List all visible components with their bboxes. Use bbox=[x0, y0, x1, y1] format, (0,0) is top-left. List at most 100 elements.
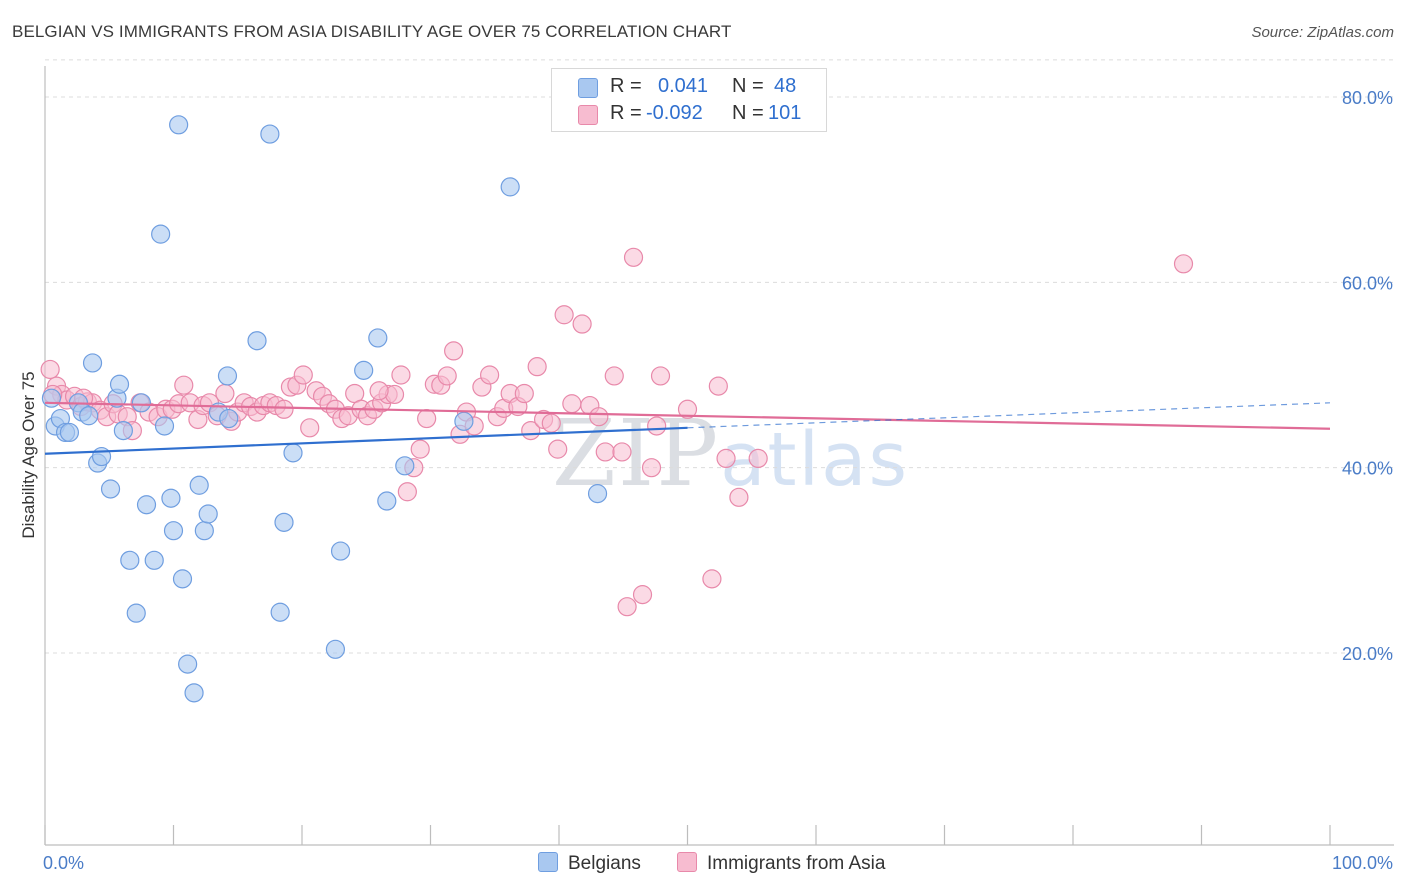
legend-r-value: -0.092 bbox=[646, 102, 703, 124]
asia-point bbox=[702, 569, 722, 589]
belgian-point bbox=[144, 550, 164, 570]
belgian-point bbox=[500, 177, 520, 197]
axes bbox=[44, 66, 1394, 846]
asia-point bbox=[300, 418, 320, 438]
asia-point bbox=[650, 366, 671, 386]
asia-point bbox=[215, 383, 235, 404]
asia-point bbox=[595, 442, 615, 462]
asia-point bbox=[748, 448, 768, 468]
asia-point bbox=[274, 399, 294, 419]
belgian-point bbox=[172, 569, 193, 589]
asia-point bbox=[480, 365, 500, 385]
asia-point bbox=[527, 357, 547, 377]
belgian-point bbox=[126, 603, 146, 623]
belgian-point bbox=[100, 479, 121, 499]
asia-point bbox=[174, 375, 194, 395]
belgian-trend-line bbox=[44, 426, 688, 455]
trend-lines bbox=[44, 401, 1331, 455]
asia-point bbox=[437, 366, 457, 386]
belgian-point bbox=[260, 124, 280, 144]
asia-point bbox=[708, 376, 728, 396]
belgians-swatch bbox=[578, 78, 598, 98]
belgian-point bbox=[368, 328, 388, 348]
belgian-trend-extension bbox=[687, 402, 1331, 429]
legend-n-value: 101 bbox=[768, 102, 802, 124]
belgian-point bbox=[184, 683, 204, 703]
belgian-point bbox=[454, 411, 474, 431]
belgian-point bbox=[151, 224, 171, 244]
x-tick-label: 100.0% bbox=[1332, 853, 1393, 873]
belgian-point bbox=[154, 416, 175, 436]
correlation-legend: R = 0.041 N = 48 R = -0.092 N = 101 bbox=[551, 68, 827, 132]
asia-point bbox=[548, 439, 568, 459]
y-tick-label: 60.0% bbox=[1342, 273, 1393, 293]
asia-point bbox=[40, 359, 60, 380]
belgian-point bbox=[330, 541, 351, 561]
asia-point bbox=[729, 487, 749, 507]
legend-row-asia: R = -0.092 N = 101 bbox=[552, 100, 826, 128]
belgian-point bbox=[163, 521, 184, 541]
asia-point bbox=[641, 458, 662, 478]
asia-points bbox=[40, 247, 1194, 617]
asia-point bbox=[589, 407, 609, 427]
belgian-point bbox=[41, 388, 62, 408]
y-axis-label: Disability Age Over 75 bbox=[19, 371, 38, 538]
asia-point bbox=[647, 416, 667, 436]
belgian-point bbox=[283, 443, 303, 463]
legend-n-label: N = bbox=[732, 75, 764, 97]
belgian-point bbox=[136, 495, 157, 515]
belgian-points bbox=[41, 115, 608, 703]
legend-item-asia: Immigrants from Asia bbox=[677, 852, 885, 875]
asia-point bbox=[677, 399, 698, 419]
asia-point bbox=[554, 305, 574, 325]
legend-n-value: 48 bbox=[774, 75, 797, 97]
belgian-point bbox=[270, 602, 290, 622]
asia-point bbox=[617, 597, 637, 617]
belgian-point bbox=[377, 491, 397, 511]
asia-swatch bbox=[578, 105, 598, 125]
belgian-point bbox=[247, 331, 267, 351]
belgian-point bbox=[217, 366, 238, 386]
belgian-point bbox=[109, 374, 130, 394]
asia-point bbox=[623, 247, 644, 267]
belgian-point bbox=[325, 639, 346, 659]
asia-point bbox=[369, 381, 389, 401]
belgian-point bbox=[395, 456, 415, 476]
asia-point bbox=[397, 482, 417, 502]
legend-r-label: R = bbox=[610, 102, 642, 124]
asia-point bbox=[391, 365, 411, 385]
legend-r-value: 0.041 bbox=[658, 75, 709, 97]
asia-point bbox=[410, 439, 430, 459]
source-label: Source: ZipAtlas.com bbox=[1251, 24, 1394, 41]
asia-point bbox=[604, 366, 624, 386]
asia-point bbox=[716, 448, 736, 468]
asia-point bbox=[444, 341, 464, 361]
asia-swatch bbox=[677, 852, 697, 872]
belgian-point bbox=[59, 422, 80, 443]
belgian-point bbox=[198, 504, 218, 524]
belgian-point bbox=[354, 360, 374, 380]
belgians-swatch bbox=[538, 852, 558, 872]
asia-point bbox=[541, 413, 561, 433]
y-tick-label: 20.0% bbox=[1342, 644, 1393, 664]
belgian-point bbox=[82, 353, 103, 373]
y-tick-label: 80.0% bbox=[1342, 88, 1393, 108]
x-tick-label: 0.0% bbox=[43, 853, 84, 873]
belgian-point bbox=[219, 408, 239, 429]
legend-label-belgians: Belgians bbox=[568, 853, 641, 874]
grid-lines bbox=[45, 59, 1394, 654]
belgian-point bbox=[169, 115, 189, 135]
legend-row-belgians: R = 0.041 N = 48 bbox=[552, 73, 826, 101]
belgian-point bbox=[113, 421, 133, 441]
legend-label-asia: Immigrants from Asia bbox=[707, 853, 886, 874]
legend-item-belgians: Belgians bbox=[538, 852, 641, 875]
belgian-point bbox=[120, 550, 140, 570]
asia-point bbox=[1173, 254, 1194, 274]
asia-point bbox=[417, 408, 437, 429]
belgian-point bbox=[79, 406, 99, 426]
tick-labels: 20.0% 40.0% 60.0% 80.0% 0.0% 100.0% bbox=[43, 88, 1393, 873]
legend-n-label: N = bbox=[732, 102, 764, 124]
asia-point bbox=[293, 365, 313, 385]
y-tick-label: 40.0% bbox=[1342, 459, 1393, 479]
